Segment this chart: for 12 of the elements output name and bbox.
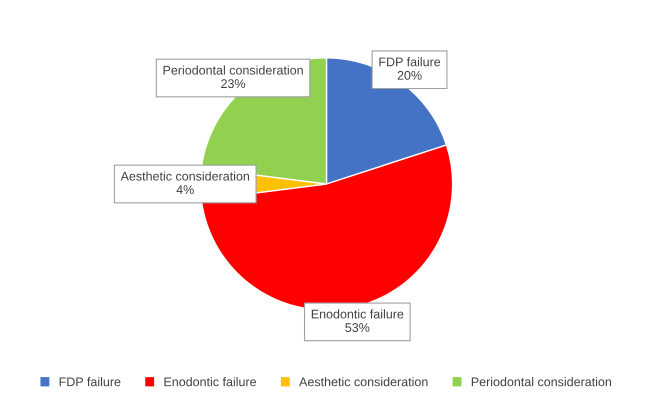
legend-label: Aesthetic consideration bbox=[299, 377, 428, 386]
slice-label: Aesthetic consideration bbox=[120, 171, 250, 181]
legend-label: FDP failure bbox=[60, 377, 120, 386]
data-label: 4% bbox=[176, 185, 194, 194]
data-label: 20% bbox=[398, 70, 422, 80]
data-label: 53% bbox=[345, 323, 370, 332]
legend-label: Periodontal consideration bbox=[472, 377, 612, 386]
slice-label: Periodontal consideration bbox=[164, 65, 303, 75]
legend-label: Enodontic failure bbox=[164, 377, 256, 386]
slice-label: FDP failure bbox=[379, 57, 440, 66]
data-label: 23% bbox=[221, 79, 246, 88]
slice-label: Enodontic failure bbox=[312, 309, 404, 319]
